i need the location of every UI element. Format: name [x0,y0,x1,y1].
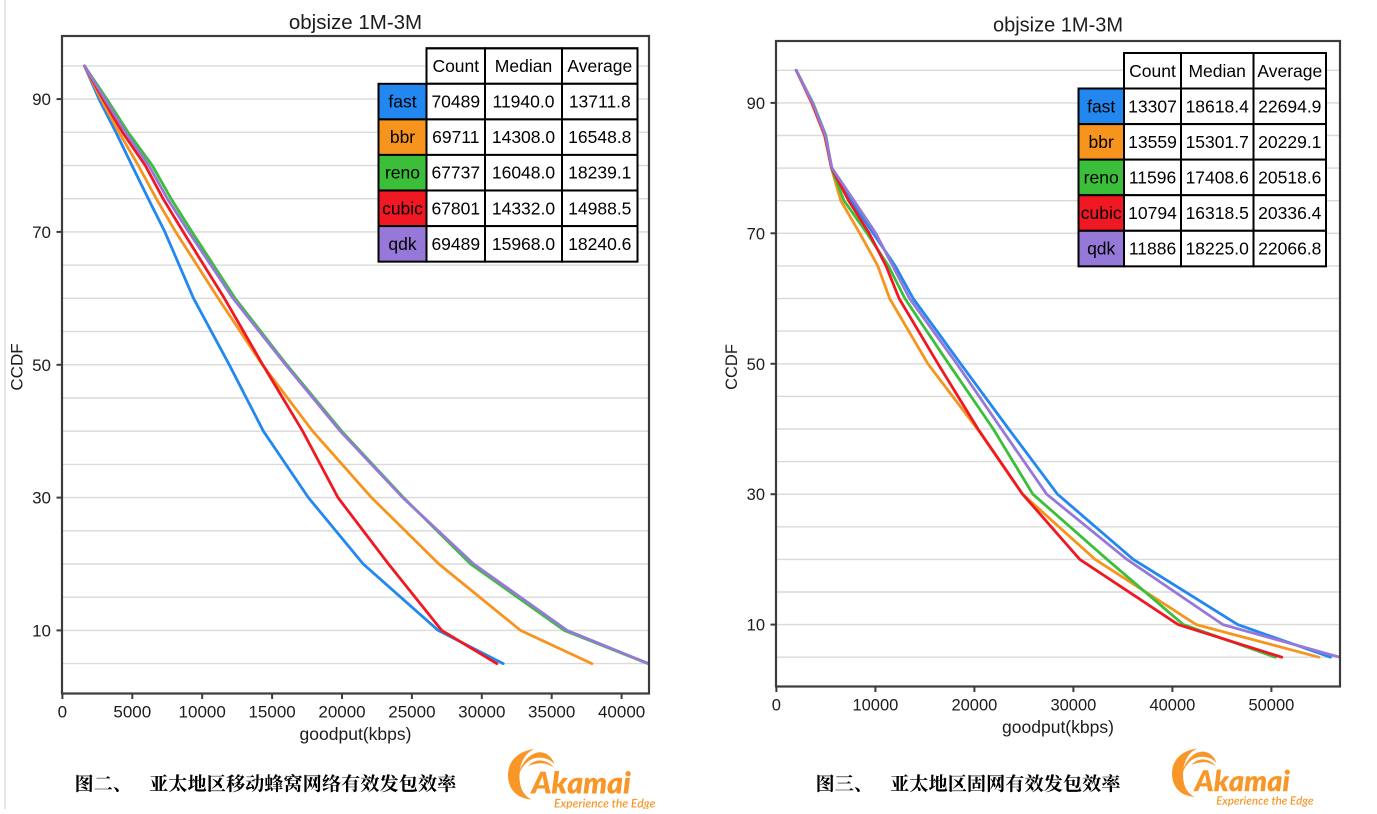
svg-text:35000: 35000 [528,703,575,722]
svg-text:Average: Average [1257,61,1322,81]
svg-text:30000: 30000 [1050,697,1096,715]
svg-text:Count: Count [1129,61,1176,81]
svg-text:cubic: cubic [1081,203,1122,223]
svg-text:qdk: qdk [1087,239,1115,259]
svg-text:fast: fast [388,92,416,112]
svg-text:50: 50 [747,356,765,374]
svg-text:Count: Count [432,56,479,76]
svg-text:40000: 40000 [598,703,645,722]
svg-text:reno: reno [385,163,420,183]
svg-text:5000: 5000 [113,703,151,722]
svg-text:15000: 15000 [248,703,295,722]
svg-text:16318.5: 16318.5 [1186,203,1249,223]
svg-text:67801: 67801 [431,198,480,218]
svg-text:70: 70 [32,223,51,242]
svg-text:20518.6: 20518.6 [1258,167,1321,187]
svg-text:22694.9: 22694.9 [1258,96,1321,116]
svg-text:20229.1: 20229.1 [1258,132,1321,152]
svg-text:Average: Average [567,56,632,76]
svg-text:30000: 30000 [458,703,505,722]
svg-text:11886: 11886 [1129,239,1176,259]
svg-text:30: 30 [32,489,51,508]
svg-text:reno: reno [1084,167,1119,187]
svg-text:18240.6: 18240.6 [568,234,631,254]
svg-text:15301.7: 15301.7 [1186,132,1249,152]
svg-text:Median: Median [495,56,552,76]
svg-text:15968.0: 15968.0 [492,234,556,254]
svg-text:11596: 11596 [1129,167,1176,187]
svg-text:69489: 69489 [431,234,480,254]
svg-text:40000: 40000 [1149,697,1195,715]
svg-text:22066.8: 22066.8 [1258,239,1321,259]
svg-text:objsize 1M-3M: objsize 1M-3M [289,11,422,34]
svg-text:13307: 13307 [1128,96,1177,116]
svg-text:16548.8: 16548.8 [568,127,631,147]
svg-text:18239.1: 18239.1 [568,163,631,183]
svg-text:fast: fast [1087,96,1115,116]
svg-text:18618.4: 18618.4 [1186,96,1250,116]
svg-text:0: 0 [58,703,67,722]
svg-text:67737: 67737 [431,163,480,183]
svg-text:14308.0: 14308.0 [492,127,556,147]
svg-text:50: 50 [32,356,51,375]
svg-text:16048.0: 16048.0 [492,163,556,183]
svg-text:0: 0 [772,697,781,715]
svg-text:bbr: bbr [1089,132,1114,152]
svg-text:objsize 1M-3M: objsize 1M-3M [993,15,1123,37]
svg-text:cubic: cubic [382,198,423,218]
svg-text:69711: 69711 [432,127,479,147]
svg-text:bbr: bbr [390,127,415,147]
svg-text:20000: 20000 [951,697,997,715]
svg-text:Median: Median [1188,61,1245,81]
svg-text:14332.0: 14332.0 [492,198,556,218]
svg-text:10000: 10000 [179,703,226,722]
svg-text:50000: 50000 [1248,697,1294,715]
svg-text:25000: 25000 [388,703,435,722]
svg-text:11940.0: 11940.0 [493,92,555,112]
svg-text:30: 30 [747,486,765,504]
svg-text:90: 90 [32,90,51,109]
svg-text:70489: 70489 [431,92,480,112]
svg-text:20000: 20000 [318,703,365,722]
svg-text:13711.8: 13711.8 [569,92,631,112]
svg-text:goodput(kbps): goodput(kbps) [300,724,412,744]
svg-text:10794: 10794 [1128,203,1177,223]
svg-text:10: 10 [32,621,51,640]
svg-text:qdk: qdk [388,234,416,254]
svg-text:10: 10 [747,617,765,635]
svg-text:20336.4: 20336.4 [1258,203,1322,223]
svg-text:CCDF: CCDF [723,344,741,390]
svg-text:17408.6: 17408.6 [1186,167,1249,187]
svg-text:10000: 10000 [852,697,898,715]
svg-text:CCDF: CCDF [8,343,27,390]
svg-text:13559: 13559 [1128,132,1177,152]
svg-text:90: 90 [747,95,765,113]
svg-text:goodput(kbps): goodput(kbps) [1002,717,1114,737]
svg-text:18225.0: 18225.0 [1186,239,1250,259]
svg-text:70: 70 [747,225,765,243]
svg-text:14988.5: 14988.5 [568,198,631,218]
